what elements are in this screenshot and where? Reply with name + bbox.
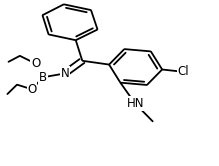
Text: Cl: Cl: [177, 65, 189, 78]
Text: HN: HN: [126, 97, 144, 110]
Text: N: N: [60, 67, 69, 80]
Text: O: O: [27, 83, 36, 96]
Text: B: B: [39, 71, 47, 84]
Text: O: O: [31, 57, 40, 70]
